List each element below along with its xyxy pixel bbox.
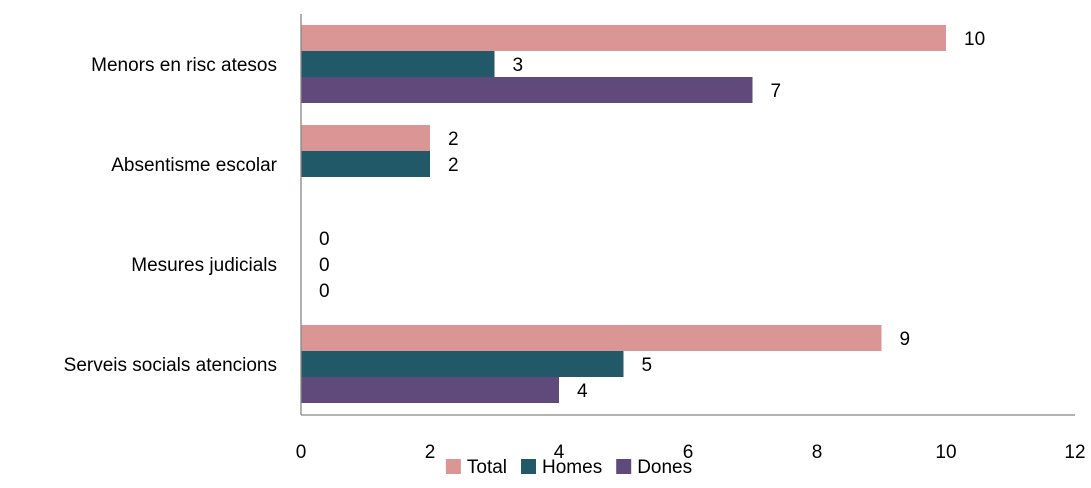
legend-swatch-total	[445, 459, 461, 474]
legend-label-dones: Dones	[637, 457, 692, 478]
data-label-dones-3: 4	[577, 381, 588, 402]
data-label-homes-0: 3	[513, 55, 524, 76]
legend: Total Homes Dones	[445, 457, 692, 478]
x-tick-label-6: 12	[1064, 442, 1085, 463]
bar-total-0	[301, 25, 946, 51]
data-label-total-3: 9	[900, 329, 911, 350]
data-label-total-2: 0	[319, 229, 330, 250]
data-label-dones-0: 7	[771, 81, 782, 102]
x-tick-labels: 0 2 4 6 8 10 12	[296, 442, 1086, 463]
axis-layer	[300, 14, 1075, 416]
data-label-homes-1: 2	[448, 155, 459, 176]
data-label-homes-3: 5	[642, 355, 653, 376]
x-tick-label-1: 2	[425, 442, 436, 463]
legend-label-homes: Homes	[542, 457, 602, 478]
x-tick-label-0: 0	[296, 442, 307, 463]
data-label-total-0: 10	[964, 29, 985, 50]
x-tick-label-4: 8	[812, 442, 823, 463]
legend-label-total: Total	[467, 457, 507, 478]
data-label-homes-2: 0	[319, 255, 330, 276]
bar-dones-0	[301, 77, 753, 103]
data-label-total-1: 2	[448, 129, 459, 150]
x-tick-label-3: 6	[683, 442, 694, 463]
legend-swatch-dones	[616, 459, 632, 474]
data-labels-layer: 10 3 7 2 2 0 0 0 9 5 4	[319, 29, 985, 402]
legend-swatch-homes	[521, 459, 537, 474]
bar-total-3	[301, 325, 882, 351]
category-label-1: Absentisme escolar	[111, 155, 277, 176]
x-tick-label-5: 10	[935, 442, 956, 463]
data-label-dones-2: 0	[319, 281, 330, 302]
category-labels-layer: Menors en risc atesos Absentisme escolar M…	[64, 55, 278, 376]
category-label-2: Mesures judicials	[131, 255, 277, 276]
x-tick-label-2: 4	[554, 442, 565, 463]
bars-layer	[301, 25, 946, 403]
bar-homes-0	[301, 51, 495, 77]
bar-homes-1	[301, 151, 430, 177]
category-label-3: Serveis socials atencions	[64, 355, 277, 376]
bar-homes-3	[301, 351, 624, 377]
category-label-0: Menors en risc atesos	[91, 55, 277, 76]
bar-dones-3	[301, 377, 559, 403]
bar-total-1	[301, 125, 430, 151]
